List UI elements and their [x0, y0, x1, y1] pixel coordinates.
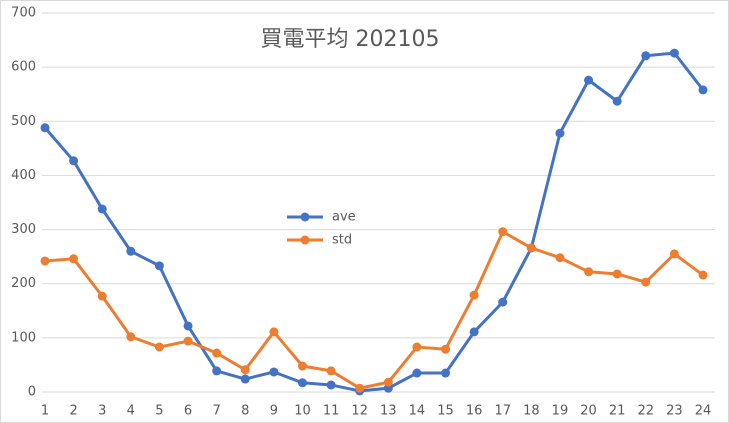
legend-marker [300, 235, 310, 245]
x-tick-label: 22 [638, 404, 655, 419]
data-point [97, 291, 107, 301]
data-point [669, 48, 679, 58]
data-point [526, 243, 536, 253]
data-point [97, 204, 107, 214]
x-tick-label: 21 [609, 404, 626, 419]
x-tick-label: 13 [380, 404, 397, 419]
x-tick-label: 8 [241, 404, 249, 419]
y-tick-label: 700 [11, 6, 36, 21]
data-point [669, 249, 679, 259]
data-point [240, 374, 250, 384]
y-tick-label: 200 [11, 276, 36, 291]
data-point [212, 348, 222, 358]
x-tick-label: 23 [666, 404, 683, 419]
y-tick-label: 500 [11, 114, 36, 129]
x-tick-label: 4 [127, 404, 135, 419]
x-tick-label: 20 [580, 404, 597, 419]
x-tick-label: 1 [41, 404, 49, 419]
data-point [40, 123, 50, 133]
x-tick-label: 17 [494, 404, 511, 419]
data-point [555, 128, 565, 138]
data-point [269, 327, 279, 337]
data-point [297, 361, 307, 371]
data-point [612, 269, 622, 279]
data-point [412, 342, 422, 352]
data-point [69, 254, 79, 264]
series-line [43, 51, 705, 393]
x-tick-label: 18 [523, 404, 540, 419]
data-point [240, 365, 250, 375]
x-tick-label: 7 [213, 404, 221, 419]
data-point [698, 270, 708, 280]
data-point [584, 267, 594, 277]
x-tick-label: 5 [155, 404, 163, 419]
data-point [641, 51, 651, 61]
data-point [326, 366, 336, 376]
data-point [183, 321, 193, 331]
x-tick-label: 6 [184, 404, 192, 419]
data-point [441, 368, 451, 378]
y-tick-label: 400 [11, 168, 36, 183]
y-tick-label: 600 [11, 60, 36, 75]
series-line [44, 230, 704, 390]
chart-title: 買電平均 202105 [261, 27, 440, 52]
x-tick-label: 9 [270, 404, 278, 419]
x-tick-label: 24 [695, 404, 712, 419]
x-tick-label: 14 [409, 404, 426, 419]
data-point [612, 96, 622, 106]
data-point [469, 327, 479, 337]
data-point [498, 297, 508, 307]
data-point [40, 256, 50, 266]
data-point [412, 368, 422, 378]
data-point [383, 377, 393, 387]
data-point [183, 336, 193, 346]
data-point [326, 380, 336, 390]
data-point [269, 367, 279, 377]
data-point [69, 156, 79, 166]
data-point [698, 85, 708, 95]
legend-label: ave [332, 210, 356, 225]
x-tick-label: 16 [466, 404, 483, 419]
data-point [641, 277, 651, 287]
data-point [126, 332, 136, 342]
y-tick-label: 300 [11, 222, 36, 237]
y-tick-label: 0 [28, 385, 36, 400]
data-point [126, 246, 136, 256]
x-tick-label: 19 [552, 404, 569, 419]
legend-label: std [332, 233, 352, 248]
x-tick-label: 3 [98, 404, 106, 419]
data-point [355, 383, 365, 393]
data-point [297, 378, 307, 388]
x-tick-label: 11 [323, 404, 340, 419]
x-tick-label: 15 [437, 404, 454, 419]
data-point [469, 290, 479, 300]
legend-marker [300, 212, 310, 222]
data-point [441, 344, 451, 354]
x-tick-label: 10 [294, 404, 311, 419]
x-tick-label: 12 [351, 404, 368, 419]
data-point [212, 366, 222, 376]
data-point [498, 227, 508, 237]
y-tick-label: 100 [11, 330, 36, 345]
data-point [584, 75, 594, 85]
data-point [154, 342, 164, 352]
x-tick-label: 2 [69, 404, 77, 419]
data-point [154, 261, 164, 271]
data-point [555, 253, 565, 263]
